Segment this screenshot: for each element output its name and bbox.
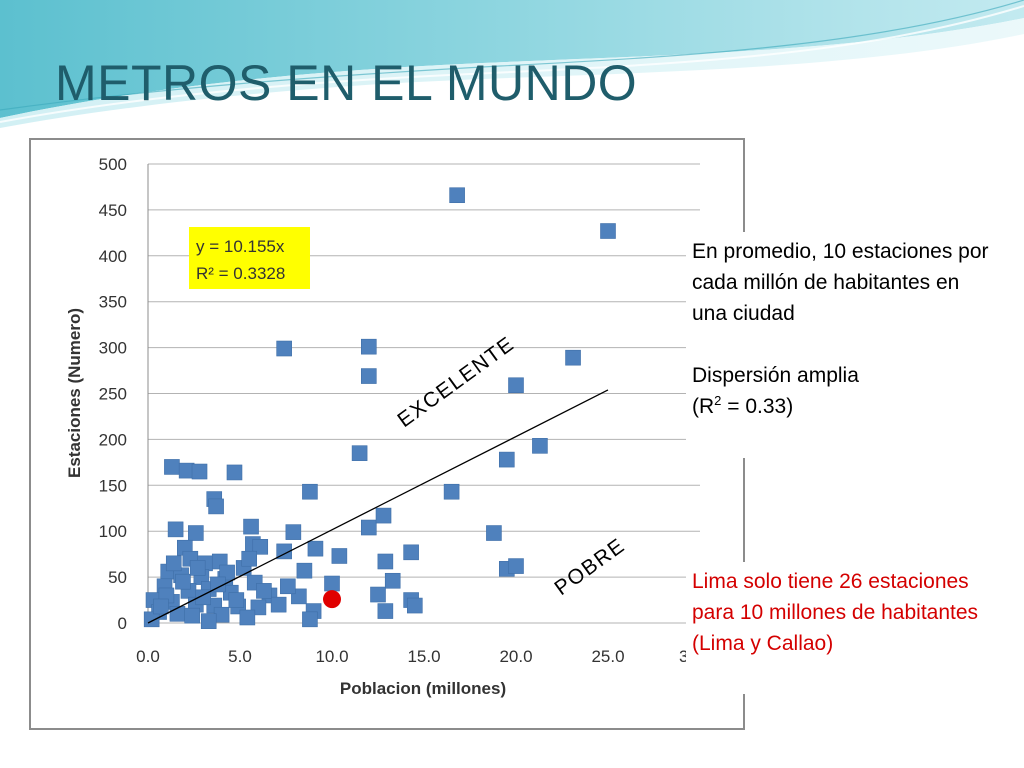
- header-wave-decoration: [0, 0, 1024, 128]
- data-point: [243, 518, 259, 535]
- data-point: [143, 611, 160, 628]
- equation-line-2: R² = 0.3328: [196, 264, 285, 283]
- note-r2-value: (R2 = 0.33): [692, 393, 794, 418]
- data-point: [276, 340, 292, 357]
- y-tick-labels: 0 50 100 150 200 250 300 350 400 450 500: [99, 155, 127, 633]
- data-point: [324, 575, 340, 592]
- note-lima-text: Lima solo tiene 26 estaciones para 10 mi…: [692, 570, 979, 655]
- data-point: [377, 603, 394, 619]
- x-tick-label: 0.0: [136, 647, 160, 666]
- slide-title: METROS EN EL MUNDO: [55, 55, 638, 111]
- data-point: [565, 349, 581, 366]
- x-tick-label: 10.0: [315, 647, 348, 666]
- lima-highlight-point: [323, 590, 341, 609]
- x-axis-title: Poblacion (millones): [340, 679, 506, 698]
- y-tick-label: 150: [99, 476, 127, 495]
- equation-line-1: y = 10.155x: [196, 237, 285, 256]
- data-point: [370, 586, 386, 603]
- y-tick-label: 250: [99, 385, 127, 404]
- data-points: [143, 187, 616, 629]
- y-tick-label: 200: [99, 430, 127, 449]
- y-tick-label: 300: [99, 339, 127, 358]
- note-average: En promedio, 10 estaciones por cada mill…: [686, 232, 998, 458]
- data-point: [184, 607, 200, 624]
- data-point: [285, 524, 302, 540]
- data-point: [280, 578, 296, 595]
- note-dispersion-label: Dispersión amplia: [692, 364, 859, 387]
- data-point: [296, 562, 313, 579]
- data-point: [377, 553, 394, 570]
- y-tick-label: 450: [99, 201, 127, 220]
- data-point: [188, 525, 204, 541]
- x-tick-label: 15.0: [407, 647, 440, 666]
- data-point: [252, 539, 269, 555]
- data-point: [189, 560, 206, 576]
- data-point: [191, 463, 208, 480]
- data-point: [486, 525, 502, 541]
- data-point: [360, 338, 377, 355]
- y-tick-label: 50: [108, 568, 127, 587]
- x-tick-label: 5.0: [228, 647, 252, 666]
- equation-box: [189, 227, 310, 289]
- data-point: [208, 498, 224, 515]
- data-point: [302, 483, 318, 500]
- data-point: [403, 544, 419, 561]
- note-average-text: En promedio, 10 estaciones por cada mill…: [692, 240, 989, 325]
- grid-layer: [147, 163, 700, 624]
- data-point: [270, 596, 287, 613]
- data-point: [508, 377, 524, 394]
- data-point: [167, 521, 184, 538]
- x-tick-label: 3: [679, 647, 688, 666]
- data-point: [360, 368, 377, 384]
- label-excelente: EXCELENTE: [393, 332, 518, 432]
- data-point: [228, 592, 245, 608]
- x-tick-label: 20.0: [499, 647, 532, 666]
- y-tick-label: 100: [99, 522, 127, 541]
- data-point: [256, 583, 272, 599]
- data-point: [360, 519, 377, 536]
- y-axis-title: Estaciones (Numero): [65, 308, 84, 478]
- data-point: [351, 445, 368, 461]
- data-point: [302, 611, 318, 628]
- data-point: [276, 543, 292, 560]
- note-lima: Lima solo tiene 26 estaciones para 10 mi…: [686, 562, 998, 694]
- x-tick-label: 25.0: [591, 647, 624, 666]
- data-point: [239, 609, 256, 626]
- y-tick-label: 500: [99, 155, 127, 174]
- data-point: [241, 550, 257, 567]
- data-point: [164, 459, 180, 475]
- data-point: [331, 548, 348, 564]
- data-point: [443, 483, 460, 500]
- x-tick-labels: 0.0 5.0 10.0 15.0 20.0 25.0 3: [136, 647, 688, 666]
- trendline: [147, 389, 609, 624]
- y-tick-label: 400: [99, 247, 127, 266]
- data-point: [175, 573, 191, 590]
- data-point: [449, 187, 465, 204]
- data-point: [508, 558, 524, 574]
- y-tick-label: 350: [99, 293, 127, 312]
- data-point: [226, 464, 243, 481]
- data-point: [375, 507, 392, 524]
- data-point: [200, 613, 217, 629]
- label-pobre: POBRE: [550, 534, 629, 600]
- data-point: [219, 564, 235, 581]
- data-point: [600, 223, 616, 239]
- data-point: [153, 598, 169, 615]
- data-point: [307, 540, 324, 557]
- data-point: [165, 555, 182, 572]
- y-tick-label: 0: [118, 614, 127, 633]
- data-point: [532, 438, 548, 454]
- data-point: [406, 597, 423, 614]
- data-point: [384, 572, 401, 589]
- data-point: [498, 451, 515, 468]
